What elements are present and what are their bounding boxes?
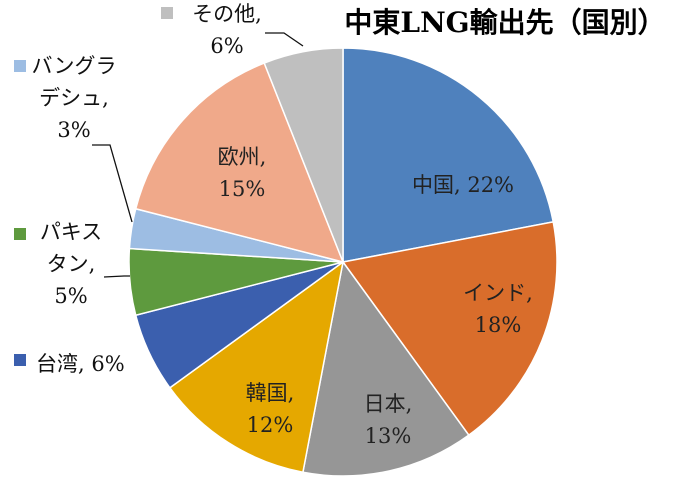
data-label-2: インド, 18% [463, 281, 533, 337]
data-label-9: その他, 6% [192, 2, 262, 58]
data-label-3: 日本, 13% [364, 392, 413, 448]
leader-line-7 [92, 144, 133, 223]
slices-group [128, 47, 558, 477]
data-label-1: 中国, 22% [412, 173, 514, 197]
data-label-8: 欧州, 15% [218, 145, 267, 201]
pie-slice-2 [341, 221, 558, 437]
legend-marker-9 [161, 7, 173, 19]
pie-slice-9 [263, 47, 344, 263]
data-label-7: バングラデシュ, 3% [31, 54, 116, 142]
legend-marker-5 [14, 354, 26, 366]
leader-lines [92, 32, 304, 278]
pie-slice-3 [302, 260, 470, 477]
pie-slice-8 [134, 62, 345, 264]
legend-marker-7 [14, 60, 26, 72]
data-label-5: 台湾, 6% [36, 352, 125, 376]
chart-title: 中東LNG輸出先（国別） [344, 6, 665, 39]
leader-line-9 [265, 32, 304, 47]
pie-slice-4 [168, 260, 345, 474]
data-label-6: パキスタン, 5% [40, 220, 102, 308]
legend-marker-6 [14, 228, 26, 240]
labels-group: 中国, 22% インド, 18% 日本, 13% 韓国, 12% 台湾, 6% パキスタン, 5%… [14, 2, 533, 448]
leader-line-6 [103, 275, 130, 278]
pie-slice-1 [342, 47, 555, 263]
data-label-4: 韓国, 12% [246, 381, 295, 437]
